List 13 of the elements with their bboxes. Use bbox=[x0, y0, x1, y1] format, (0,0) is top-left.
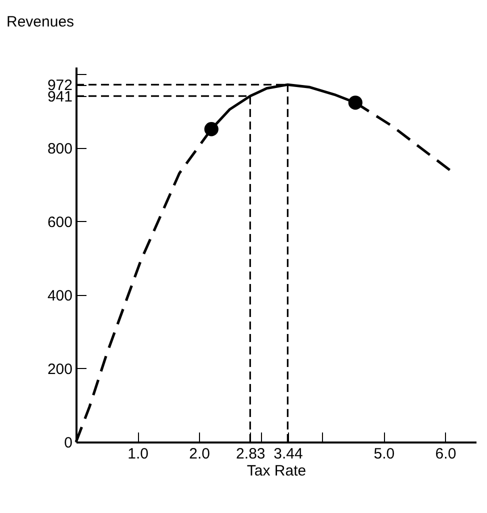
x-tick-label: 3.44 bbox=[274, 446, 303, 462]
x-tick-label: 6.0 bbox=[435, 446, 456, 462]
y-tick-label: 800 bbox=[47, 140, 72, 158]
y-tick-label: 400 bbox=[47, 287, 72, 304]
x-tick-label: 2.0 bbox=[189, 446, 210, 462]
y-axis-title: Revenues bbox=[6, 14, 74, 30]
y-tick-label: 600 bbox=[47, 214, 72, 231]
y-tick-label: 200 bbox=[47, 360, 72, 378]
x-tick-label: 2.83 bbox=[236, 446, 266, 462]
y-tick-label: 0 bbox=[64, 434, 72, 452]
x-axis-title: Tax Rate bbox=[246, 462, 306, 480]
x-tick-label: 1.0 bbox=[128, 446, 148, 462]
x-tick-label: 5.0 bbox=[374, 446, 395, 462]
